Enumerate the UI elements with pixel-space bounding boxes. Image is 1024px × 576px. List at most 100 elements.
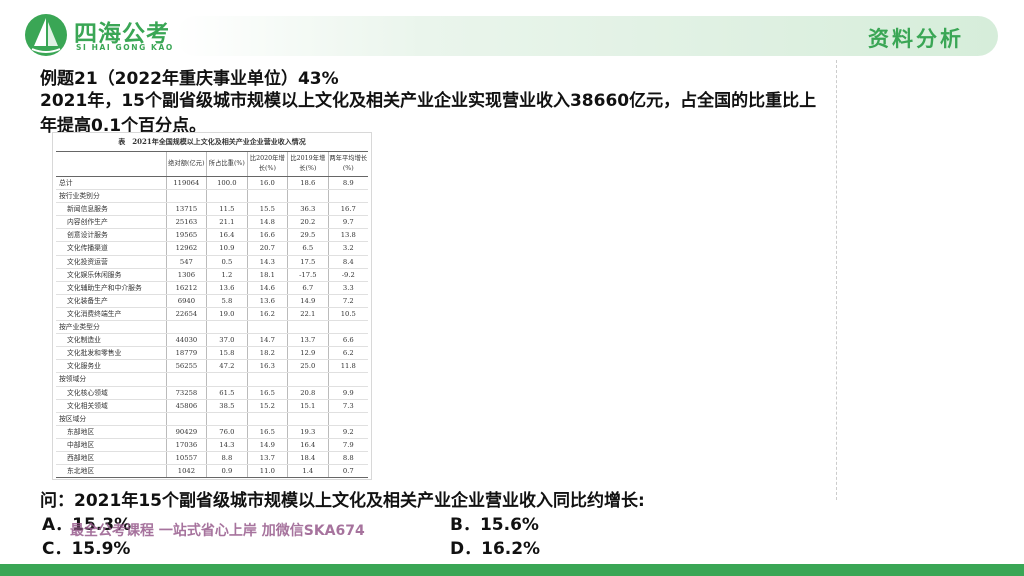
table-cell: 10.9: [207, 242, 248, 255]
table-cell: 14.7: [248, 334, 289, 347]
table-cell: 6.7: [288, 281, 329, 294]
table-row: 文化消费终端生产 22654 19.0 16.2 22.1 10.5: [56, 307, 368, 322]
table-cell: 15.5: [248, 203, 289, 216]
table-row: 新闻信息服务 13715 11.5 15.5 36.3 16.7: [56, 203, 368, 217]
table-row: 文化服务业 56255 47.2 16.3 25.0 11.8: [56, 360, 368, 374]
table-cell: 13.7: [248, 451, 289, 465]
table-cell: 18.2: [248, 347, 289, 360]
row-label: 创意设计服务: [56, 229, 167, 242]
table-cell: [248, 321, 289, 334]
table-cell: 11.0: [248, 465, 289, 478]
table-cell: [288, 321, 329, 334]
table-cell: 15.2: [248, 399, 289, 412]
table-cell: 119064: [167, 177, 208, 190]
table-cell: 0.9: [207, 465, 248, 478]
row-label: 按区域分: [56, 412, 167, 425]
table-cell: 16.7: [340, 205, 356, 214]
table-cell: 9.2: [342, 427, 354, 436]
option-b[interactable]: B．15.6%: [450, 515, 539, 535]
table-cell: 44030: [167, 334, 208, 347]
table-cell: 25163: [167, 216, 208, 229]
table-grid: 绝对额(亿元) 所占比重(%) 比2020年增长(%) 比2019年增长(%) 两年平均…: [56, 151, 368, 479]
table-cell: 21.1: [207, 216, 248, 229]
table-cell: 19565: [167, 229, 208, 242]
row-label: 新闻信息服务: [56, 203, 167, 216]
table-row: 东部地区 90429 76.0 16.5 19.3 9.2: [56, 425, 368, 439]
row-label: 文化装备生产: [56, 294, 167, 307]
table-cell: 6.5: [288, 242, 329, 255]
table-cell: 16212: [167, 281, 208, 294]
table-cell: 19.3: [288, 425, 329, 438]
table-cell: 15.1: [288, 399, 329, 412]
table-cell: 8.4: [342, 257, 354, 266]
table-cell: [207, 321, 248, 334]
table-cell: 10557: [167, 451, 208, 465]
table-cell: 18779: [167, 347, 208, 360]
table-cell: [167, 190, 208, 203]
row-label: 内容创作生产: [56, 216, 167, 229]
brand-logo: 四海公考 SI HAI GONG KAO: [24, 12, 174, 58]
table-cell: 22654: [167, 307, 208, 321]
row-label: 文化相关领域: [56, 399, 167, 412]
table-cell: 547: [167, 255, 208, 268]
table-cell: 16.4: [288, 438, 329, 451]
table-cell: 17.5: [288, 255, 329, 268]
table-cell: 56255: [167, 360, 208, 373]
table-row: 文化投资运营 547 0.5 14.3 17.5 8.4: [56, 255, 368, 269]
table-cell: 14.6: [248, 281, 289, 294]
table-cell: 0.5: [207, 255, 248, 268]
table-cell: 20.8: [288, 386, 329, 399]
table-cell: 11.8: [340, 362, 356, 371]
table-cell: 14.9: [248, 438, 289, 451]
table-cell: [167, 321, 208, 334]
row-label: 按行业类别分: [56, 190, 167, 203]
table-cell: 16.2: [248, 307, 289, 321]
table-cell: 47.2: [207, 360, 248, 373]
data-table: 表 2021年全国规模以上文化及相关产业企业营业收入情况 绝对额(亿元) 所占比重…: [52, 132, 372, 480]
question-text: 2021年，15个副省级城市规模以上文化及相关产业企业实现营业收入38660亿元…: [40, 91, 817, 136]
table-cell: [288, 373, 329, 386]
table-cell: 1.2: [207, 268, 248, 281]
table-row: 文化制造业 44030 37.0 14.7 13.7 6.6: [56, 334, 368, 348]
table-cell: [288, 412, 329, 425]
table-cell: -17.5: [288, 268, 329, 281]
option-a[interactable]: A．15.3%: [42, 515, 132, 535]
table-cell: 7.3: [342, 401, 354, 410]
table-cell: 1306: [167, 268, 208, 281]
row-label: 文化传播渠道: [56, 242, 167, 255]
table-cell: 37.0: [207, 334, 248, 347]
table-row: 文化娱乐休闲服务 1306 1.2 18.1 -17.5 -9.2: [56, 268, 368, 282]
table-cell: 100.0: [207, 177, 248, 190]
table-cell: 13.6: [207, 281, 248, 294]
table-row: 按领域分: [56, 373, 368, 387]
header-bar: 资料分析: [176, 16, 998, 56]
table-cell: 38.5: [207, 399, 248, 412]
table-cell: 18.6: [288, 177, 329, 190]
table-cell: 12.9: [288, 347, 329, 360]
option-d[interactable]: D．16.2%: [450, 539, 541, 559]
table-cell: 0.7: [342, 467, 354, 476]
table-cell: 29.5: [288, 229, 329, 242]
table-cell: 14.8: [248, 216, 289, 229]
table-cell: 13.6: [248, 294, 289, 307]
table-row: 文化辅助生产和中介服务 16212 13.6 14.6 6.7 3.3: [56, 281, 368, 295]
table-cell: 13715: [167, 203, 208, 216]
row-label: 中部地区: [56, 438, 167, 451]
logo-title: 四海公考: [74, 21, 170, 47]
question-ask: 问：2021年15个副省级城市规模以上文化及相关产业企业营业收入同比约增长:: [40, 491, 645, 511]
row-label: 西部地区: [56, 451, 167, 465]
table-cell: 13.8: [340, 231, 356, 240]
table-cell: 25.0: [288, 360, 329, 373]
table-row: 西部地区 10557 8.8 13.7 18.4 8.8: [56, 451, 368, 466]
row-label: 东部地区: [56, 425, 167, 438]
row-label: 文化娱乐休闲服务: [56, 268, 167, 281]
table-cell: [248, 190, 289, 203]
row-label: 文化核心领域: [56, 386, 167, 399]
logo-subtitle: SI HAI GONG KAO: [76, 43, 174, 52]
table-cell: 3.2: [342, 244, 354, 253]
section-tag: 资料分析: [868, 27, 964, 51]
row-label: 文化批发和零售业: [56, 347, 167, 360]
table-cell: 18.1: [248, 268, 289, 281]
option-c[interactable]: C．15.9%: [42, 539, 131, 559]
table-row: 文化装备生产 6940 5.8 13.6 14.9 7.2: [56, 294, 368, 308]
